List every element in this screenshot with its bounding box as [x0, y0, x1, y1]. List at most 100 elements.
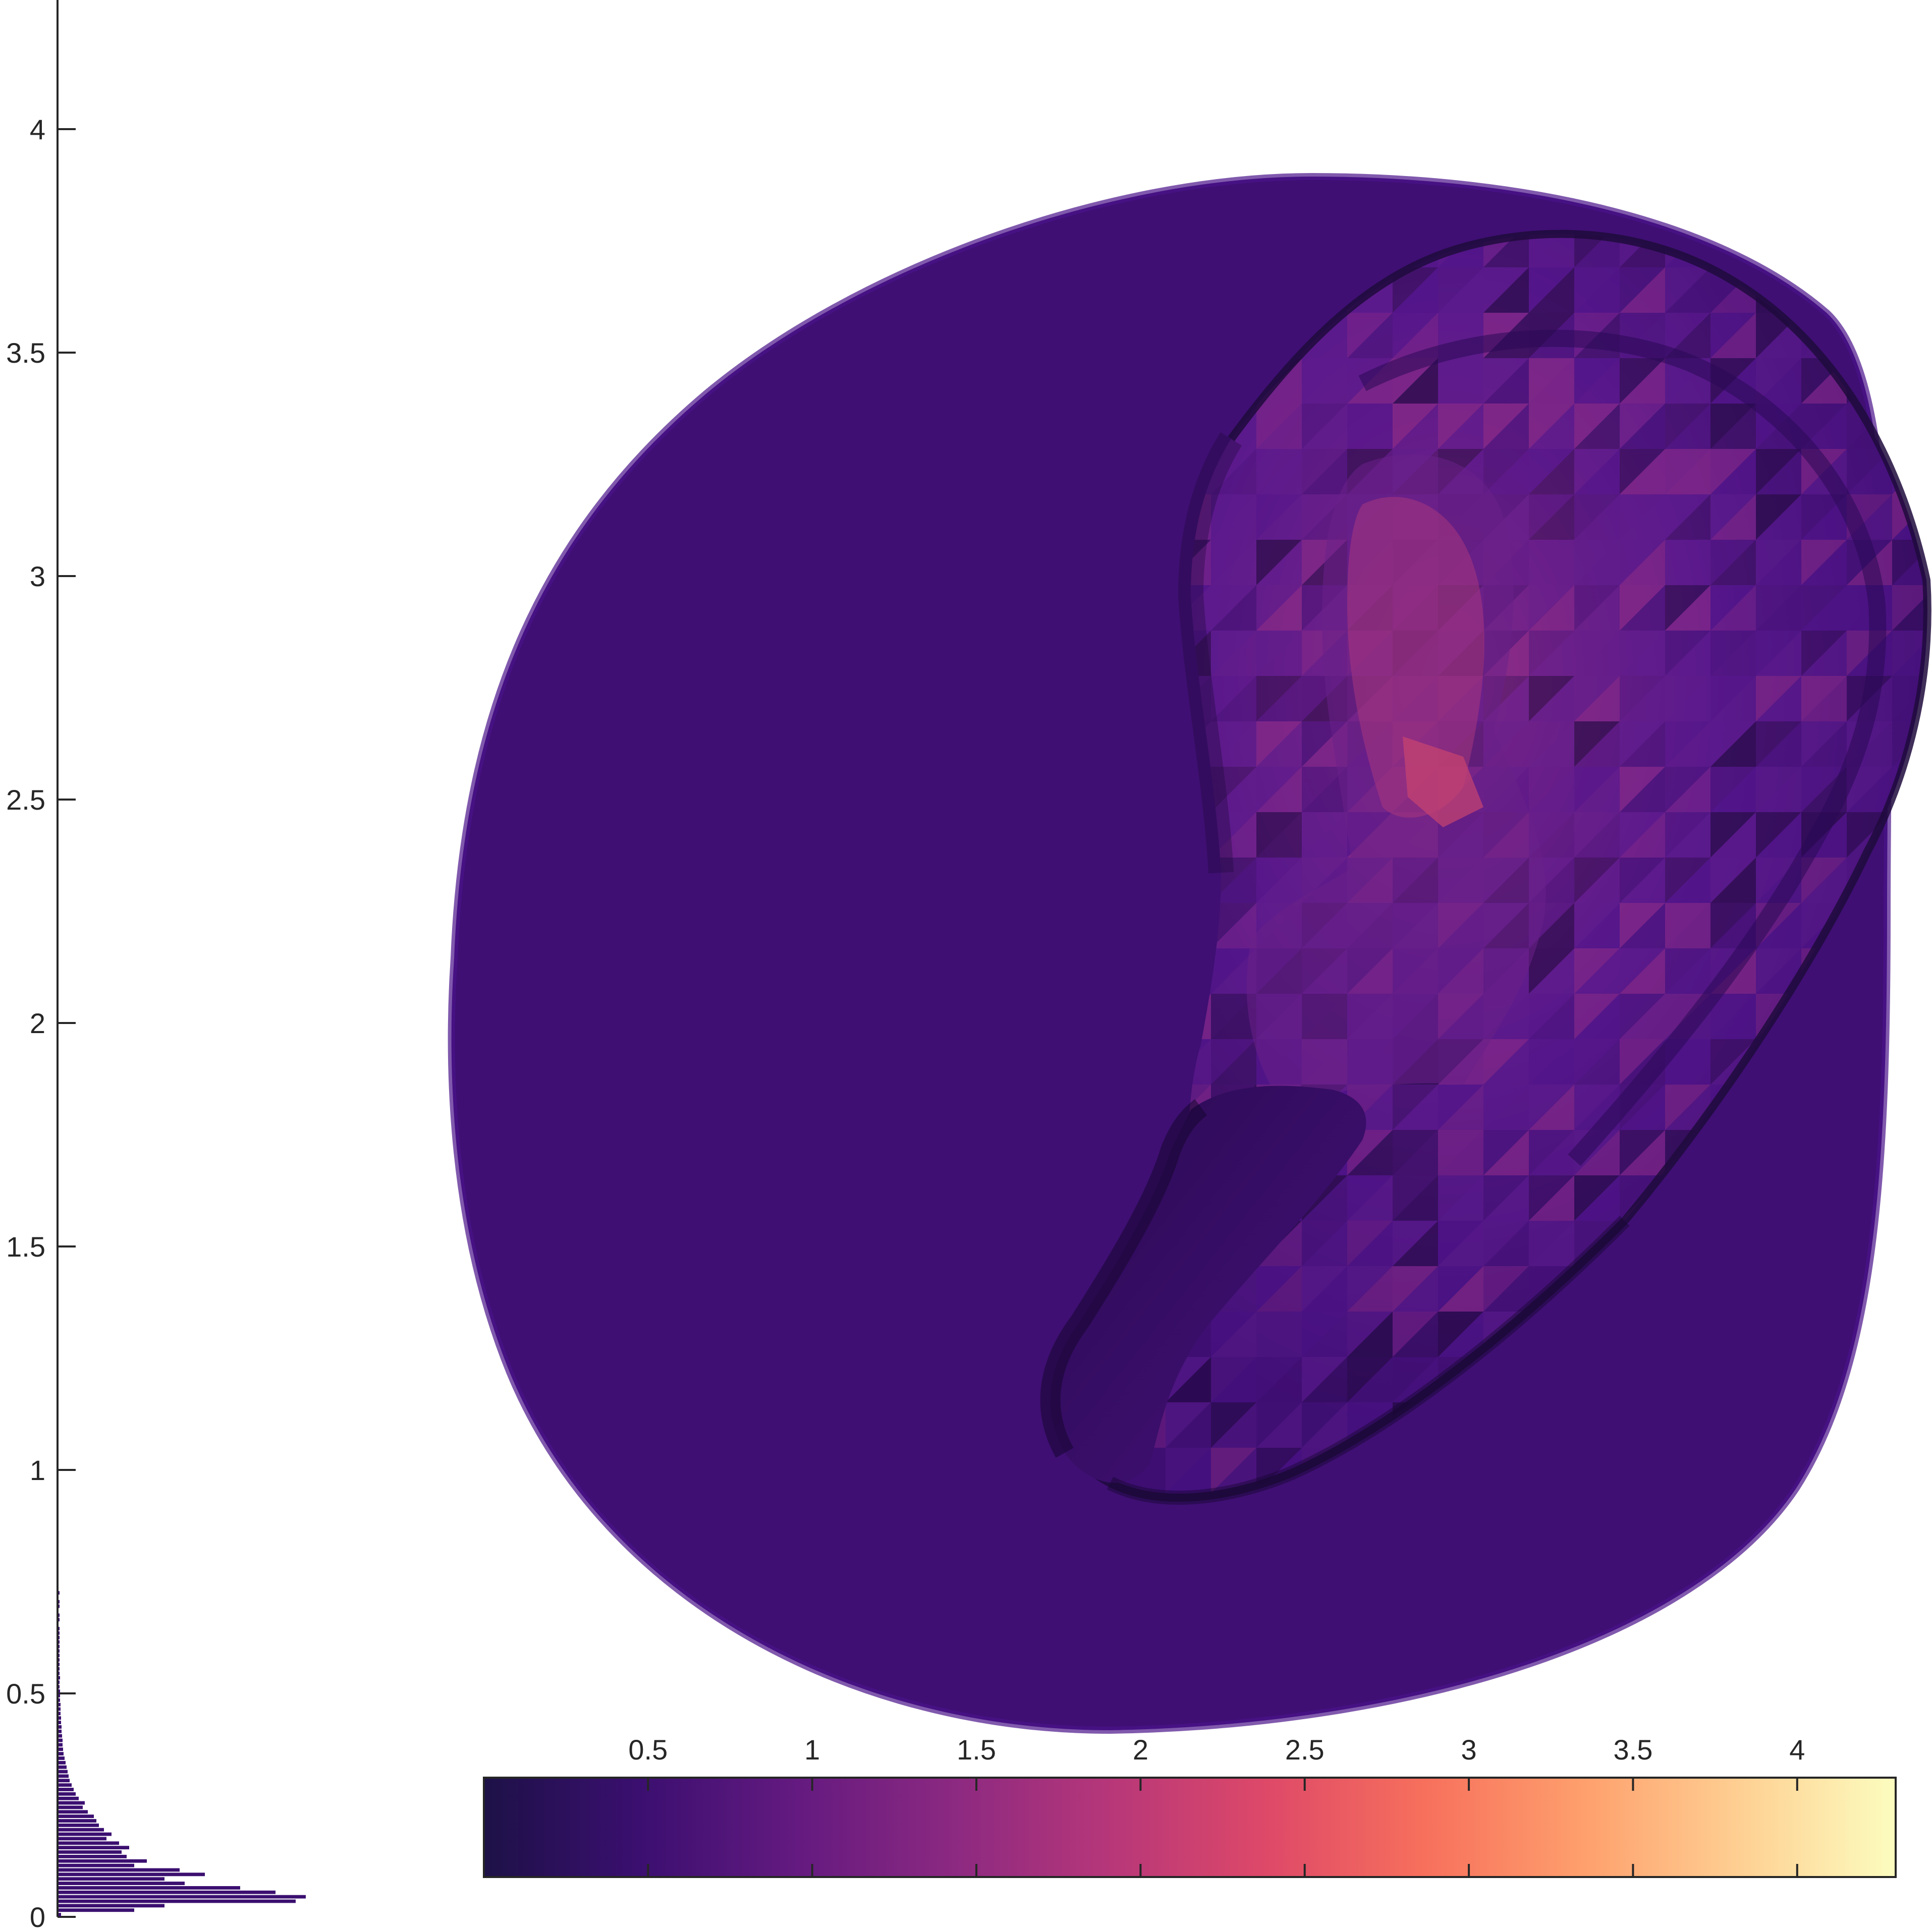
mesh-facet [1393, 1130, 1438, 1175]
mesh-facet [1574, 812, 1620, 858]
mesh-facet [1892, 1493, 1927, 1498]
histogram-bar [59, 1801, 85, 1805]
mesh-facet [1483, 267, 1529, 313]
mesh-facet [1211, 1039, 1256, 1085]
mesh-facet [1256, 858, 1302, 903]
mesh-facet [1665, 767, 1710, 812]
mesh-facet [1620, 676, 1665, 721]
mesh-facet [1347, 404, 1393, 449]
histogram-bar [59, 1694, 60, 1697]
mesh-facet [1756, 234, 1801, 267]
mesh-facet [1483, 1039, 1529, 1085]
mesh-facet [1756, 721, 1801, 767]
mesh-facet [1529, 676, 1574, 721]
mesh-facet [1347, 1266, 1393, 1312]
mesh-facet [1892, 1175, 1927, 1221]
mesh-facet [1211, 585, 1256, 631]
mesh-facet [1483, 404, 1529, 449]
mesh-facet [1756, 449, 1801, 494]
mesh-facet [1256, 767, 1302, 812]
mesh-facet [1756, 631, 1801, 676]
mesh-facet [1620, 449, 1665, 494]
mesh-facet [1710, 676, 1756, 721]
mesh-facet [1756, 767, 1801, 812]
histogram-bar [59, 1890, 275, 1894]
mesh-facet [1574, 676, 1620, 721]
mesh-facet [1393, 1266, 1438, 1312]
mesh-facet [1892, 404, 1927, 449]
mesh-facet [1393, 358, 1438, 404]
mesh-facet [1620, 1085, 1665, 1130]
mesh-facet [1665, 404, 1710, 449]
mesh-facet [1801, 404, 1847, 449]
mesh-facet [1211, 1448, 1256, 1493]
mesh-facet [1211, 1448, 1256, 1493]
histogram-bar [59, 1819, 96, 1823]
mesh-facet [1393, 1175, 1438, 1221]
histogram-y-tick-label: 3 [30, 560, 45, 592]
colorbar-tick-label: 1 [804, 1734, 820, 1766]
mesh-facet [1574, 994, 1620, 1039]
histogram-bars [59, 1591, 306, 1916]
mesh-facet [1801, 1493, 1847, 1498]
mesh-facet [1302, 449, 1347, 494]
mesh-facet [1847, 267, 1892, 313]
mesh-facet [1756, 676, 1801, 721]
mesh-facet [1847, 234, 1892, 267]
mesh-facet [1574, 1175, 1620, 1221]
mesh-facet [1529, 494, 1574, 540]
mesh-facet [1710, 767, 1756, 812]
mesh-facet [1665, 948, 1710, 994]
mesh-facet [1211, 994, 1256, 1039]
mesh-facet [1256, 1266, 1302, 1312]
mesh-facet [1211, 631, 1256, 676]
mesh-facet [1166, 1448, 1211, 1493]
mesh-facet [1756, 540, 1801, 585]
mesh-facet [1801, 631, 1847, 676]
mesh-facet [1211, 948, 1256, 994]
mesh-facet [1211, 631, 1256, 676]
mesh-facet [1756, 948, 1801, 994]
mesh-facet [1483, 404, 1529, 449]
histogram-bar [59, 1662, 60, 1666]
mesh-facet [1529, 948, 1574, 994]
mesh-facet [1529, 1039, 1574, 1085]
mesh-facet [1256, 449, 1302, 494]
mesh-facet [1529, 994, 1574, 1039]
colorbar-fill [484, 1778, 1896, 1877]
mesh-facet [1892, 812, 1927, 858]
mesh-facet [1529, 449, 1574, 494]
mesh-facet [1710, 540, 1756, 585]
mesh-facet [1574, 494, 1620, 540]
mesh-facet [1256, 1312, 1302, 1357]
mesh-facet [1483, 1266, 1529, 1312]
mesh-facet [1665, 812, 1710, 858]
histogram-bar [59, 1779, 70, 1783]
histogram-bar [59, 1698, 60, 1702]
histogram-bar [59, 1591, 60, 1595]
colorbar-tick-label: 4 [1789, 1734, 1805, 1766]
mesh-facet [1302, 1357, 1347, 1402]
mesh-facet [1256, 858, 1302, 903]
mesh-facet [1574, 676, 1620, 721]
colorbar: 0.5 1 1.5 2 2.5 3 3.5 4 [483, 1734, 1897, 1878]
mesh-facet [1574, 234, 1620, 267]
mesh-facet [1892, 812, 1927, 858]
mesh-facet [1801, 234, 1847, 267]
mesh-facet [1393, 1221, 1438, 1266]
mesh-facet [1801, 404, 1847, 449]
histogram-y-tick-label: 0.5 [6, 1678, 45, 1710]
mesh-facet [1211, 721, 1256, 767]
mesh-facet [1302, 1221, 1347, 1266]
concha-peak [1403, 736, 1483, 827]
mesh-facet [1801, 494, 1847, 540]
histogram-y-ticks: 0 0.5 1 1.5 2 2.5 3 3.5 4 [6, 113, 76, 1931]
mesh-facet [1665, 449, 1710, 494]
mesh-facet [1393, 1175, 1438, 1221]
lobe-shadow [1040, 1099, 1207, 1458]
mesh-facet [1438, 404, 1483, 449]
mesh-facet [1211, 1402, 1256, 1448]
mesh-facet [1847, 1357, 1892, 1402]
mesh-facet [1483, 1221, 1529, 1266]
mesh-facet [1574, 585, 1620, 631]
